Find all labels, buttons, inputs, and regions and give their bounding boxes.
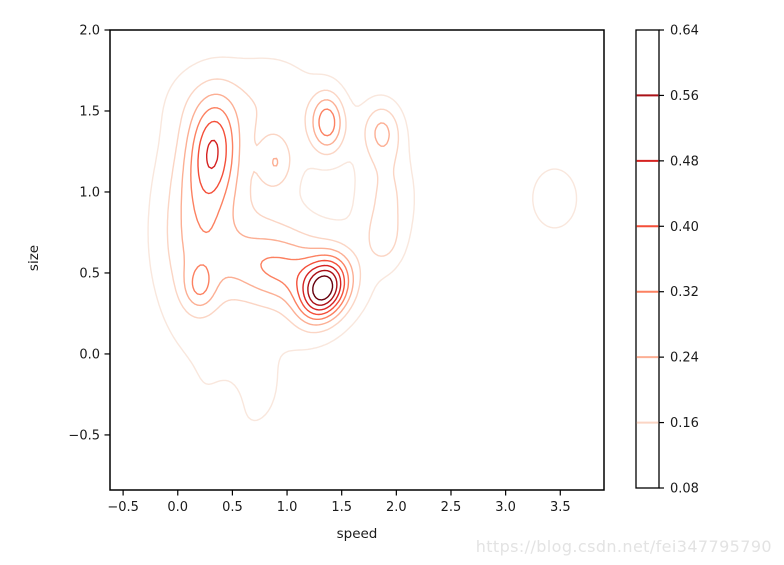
x-tick-label: 2.0 (386, 500, 407, 515)
y-tick-label: 1.0 (79, 185, 100, 200)
contour-level-0.32 (190, 107, 350, 320)
y-tick-label: 0.0 (79, 347, 100, 362)
contour-level-0.24 (180, 93, 390, 326)
watermark: https://blog.csdn.net/fei347795790 (475, 537, 772, 556)
plot-border (109, 29, 605, 491)
colorbar-tick-label: 0.64 (670, 24, 699, 39)
contour-lines (147, 56, 578, 422)
x-axis-label: speed (336, 526, 378, 542)
y-axis-label: size (26, 244, 42, 272)
x-tick-label: 2.5 (441, 500, 462, 515)
x-tick-label: 0.5 (222, 500, 243, 515)
colorbar (635, 29, 660, 489)
x-tick-label: 1.0 (277, 500, 298, 515)
x-tick-label: 3.0 (495, 500, 516, 515)
y-tick-label: 2.0 (79, 24, 100, 39)
colorbar-tick-label: 0.08 (670, 482, 699, 497)
x-tick-label: 3.5 (550, 500, 571, 515)
colorbar-tick-label: 0.40 (670, 220, 699, 235)
x-tick-label: 1.5 (331, 500, 352, 515)
contour-level-0.56 (307, 269, 338, 306)
y-tick-label: 0.5 (79, 266, 100, 281)
contour-level-0.40 (197, 120, 346, 316)
contour-level-0.48 (206, 139, 342, 311)
contour-level-0.64 (312, 275, 334, 301)
y-tick-label: 1.5 (79, 104, 100, 119)
x-tick-label: 0.0 (167, 500, 188, 515)
contour-level-0.08 (147, 56, 578, 422)
y-tick-label: −0.5 (68, 428, 100, 443)
colorbar-tick-label: 0.32 (670, 285, 699, 300)
colorbar-tick-label: 0.56 (670, 89, 699, 104)
colorbar-tick-label: 0.48 (670, 154, 699, 169)
x-tick-label: −0.5 (107, 500, 139, 515)
colorbar-tick-label: 0.24 (670, 351, 699, 366)
colorbar-tick-label: 0.16 (670, 416, 699, 431)
contour-level-0.16 (166, 78, 400, 334)
